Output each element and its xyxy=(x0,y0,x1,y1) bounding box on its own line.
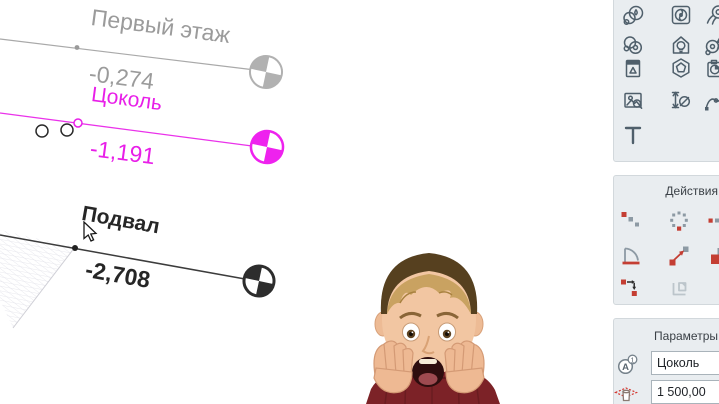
text-icon[interactable] xyxy=(621,123,645,147)
equipment-icon[interactable] xyxy=(621,3,645,27)
level-name-field[interactable] xyxy=(651,351,719,375)
level-line-tsokol[interactable] xyxy=(0,112,286,166)
level-line-podval[interactable] xyxy=(0,234,277,299)
category-icon[interactable] xyxy=(703,56,719,80)
elevation-mark-icon[interactable] xyxy=(669,88,693,112)
level-offset-icon xyxy=(614,379,638,403)
tools-panel xyxy=(613,0,719,162)
svg-text:A: A xyxy=(622,362,629,373)
measure-icon[interactable] xyxy=(667,275,691,299)
plumbing-fixture-icon[interactable] xyxy=(621,33,645,57)
level-node[interactable] xyxy=(73,118,83,128)
move-by-point-icon[interactable] xyxy=(667,244,691,268)
level-marker-podval[interactable] xyxy=(241,263,277,299)
assembly-icon[interactable] xyxy=(669,56,693,80)
transfer-icon[interactable] xyxy=(619,275,643,299)
actions-panel-title: Действия xyxy=(665,184,718,198)
mouse-cursor-icon xyxy=(83,221,98,242)
shocked-boy-image xyxy=(366,253,500,404)
svg-text:1: 1 xyxy=(630,355,634,364)
copy-icon[interactable] xyxy=(707,244,719,268)
level-marker-tsokol[interactable] xyxy=(248,128,286,166)
fan-unit-icon[interactable] xyxy=(669,3,693,27)
move-icon[interactable] xyxy=(619,209,643,233)
rotate-icon[interactable] xyxy=(619,244,643,268)
level-marker-first-floor[interactable] xyxy=(247,53,285,91)
image-icon[interactable] xyxy=(621,88,645,112)
actions-panel: Действия xyxy=(613,175,719,305)
duct-icon[interactable] xyxy=(703,3,719,27)
level-node[interactable] xyxy=(72,245,78,251)
selection-handle[interactable] xyxy=(60,123,74,137)
electrical-device-icon[interactable] xyxy=(703,33,719,57)
floor-grid xyxy=(0,230,76,329)
linear-array-icon[interactable] xyxy=(707,209,719,233)
circular-array-icon[interactable] xyxy=(667,209,691,233)
spline-icon[interactable] xyxy=(703,88,719,112)
level-node[interactable] xyxy=(74,45,80,50)
level-line-first-floor[interactable] xyxy=(0,38,285,91)
selection-handle[interactable] xyxy=(35,124,49,138)
luminaire-icon[interactable] xyxy=(669,33,693,57)
parameters-panel-title: Параметры xyxy=(654,329,718,343)
level-offset-field[interactable] xyxy=(651,380,719,404)
electrical-cabinet-icon[interactable] xyxy=(621,56,645,80)
